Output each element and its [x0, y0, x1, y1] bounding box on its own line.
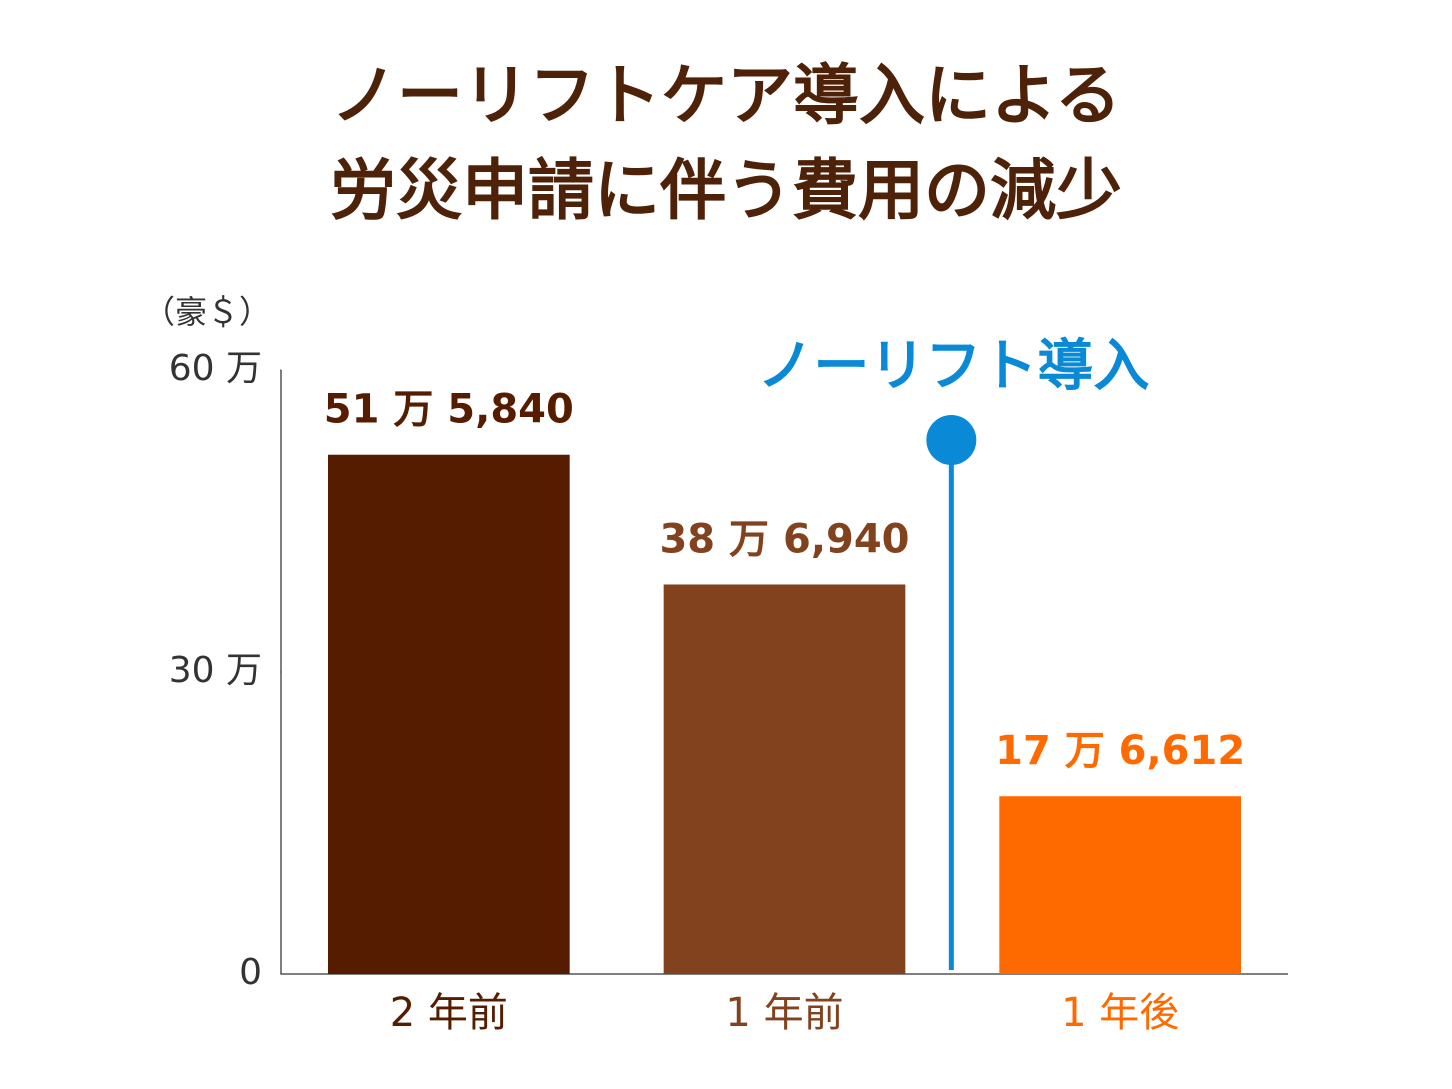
y-unit: （豪＄） [143, 293, 271, 331]
value-label: 51 万 5,840 [324, 387, 574, 433]
chart-title: ノーリフトケア導入による [331, 57, 1121, 134]
x-tick-label: 1 年後 [1061, 990, 1179, 1036]
bar [663, 584, 906, 974]
value-label: 38 万 6,940 [659, 516, 909, 562]
bar [327, 454, 570, 974]
y-tick-label: 60 万 [169, 348, 262, 389]
y-tick-label: 0 [239, 952, 262, 993]
annotation-dot [926, 415, 977, 465]
x-tick-label: 1 年前 [725, 990, 843, 1036]
value-label: 17 万 6,612 [995, 728, 1245, 774]
x-tick-label: 2 年前 [390, 990, 508, 1036]
y-tick-label: 30 万 [169, 650, 262, 691]
annotation-text: ノーリフト導入 [757, 334, 1149, 399]
chart-title: 労災申請に伴う費用の減少 [330, 152, 1122, 229]
bar [999, 796, 1242, 974]
